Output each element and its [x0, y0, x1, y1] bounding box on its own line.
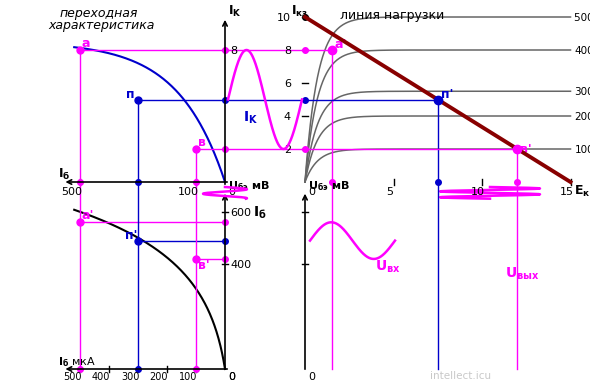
Text: $\mathbf{I_K}$: $\mathbf{I_K}$: [243, 110, 258, 126]
Text: 500: 500: [61, 187, 83, 197]
Text: $\mathbf{I_K}$: $\mathbf{I_K}$: [228, 4, 242, 19]
Text: 200: 200: [575, 112, 590, 122]
Text: 0: 0: [228, 187, 235, 197]
Text: линия нагрузки: линия нагрузки: [340, 9, 444, 22]
Text: $\mathbf{Е_к}$: $\mathbf{Е_к}$: [575, 184, 590, 199]
Text: переходная: переходная: [60, 7, 139, 20]
Text: 400: 400: [230, 260, 251, 270]
Text: 400: 400: [575, 46, 590, 56]
Text: 300: 300: [575, 87, 590, 97]
Text: п: п: [126, 87, 135, 101]
Text: в': в': [520, 143, 532, 156]
Text: $\mathbf{U_{вых}}$: $\mathbf{U_{вых}}$: [505, 265, 539, 282]
Text: а: а: [82, 37, 90, 50]
Text: 8: 8: [230, 46, 237, 56]
Text: 6: 6: [284, 79, 291, 89]
Text: 0: 0: [308, 372, 315, 382]
Text: 500 мкА: 500 мкА: [575, 13, 590, 23]
Text: п': п': [125, 229, 137, 241]
Text: 200: 200: [150, 372, 168, 382]
Text: а': а': [82, 209, 94, 222]
Text: а': а': [335, 38, 347, 51]
Text: 400: 400: [92, 372, 110, 382]
Text: в: в: [198, 136, 206, 149]
Text: $\mathbf{U_{бэ}}$ мВ: $\mathbf{U_{бэ}}$ мВ: [308, 179, 350, 193]
Text: $\mathbf{U_{бэ}}$ мВ: $\mathbf{U_{бэ}}$ мВ: [228, 179, 270, 193]
Text: п': п': [441, 87, 453, 101]
Text: характеристика: характеристика: [48, 19, 155, 32]
Text: intellect.icu: intellect.icu: [430, 371, 491, 381]
Text: в': в': [198, 259, 210, 272]
Text: 5: 5: [386, 187, 393, 197]
Text: 600: 600: [230, 208, 251, 218]
Text: 300: 300: [121, 372, 139, 382]
Text: 100: 100: [179, 372, 197, 382]
Text: 500: 500: [63, 372, 81, 382]
Text: 10: 10: [471, 187, 485, 197]
Text: $\mathbf{I_б}$: $\mathbf{I_б}$: [58, 167, 70, 182]
Text: 0: 0: [228, 372, 235, 382]
Text: $\mathbf{U_{вх}}$: $\mathbf{U_{вх}}$: [375, 259, 401, 276]
Text: 0: 0: [308, 187, 315, 197]
Text: 0: 0: [228, 372, 235, 382]
Text: 100: 100: [178, 187, 198, 197]
Text: 2: 2: [284, 145, 291, 155]
Text: 8: 8: [284, 46, 291, 56]
Text: 100: 100: [575, 145, 590, 155]
Text: 4: 4: [284, 112, 291, 122]
Text: $\mathbf{I_б}$: $\mathbf{I_б}$: [253, 205, 267, 221]
Text: $\mathbf{I_б}$ мкА: $\mathbf{I_б}$ мкА: [58, 355, 96, 369]
Text: 15: 15: [559, 187, 573, 197]
Text: $\mathbf{I_{кз}}$: $\mathbf{I_{кз}}$: [291, 4, 308, 19]
Text: 10: 10: [277, 13, 291, 23]
